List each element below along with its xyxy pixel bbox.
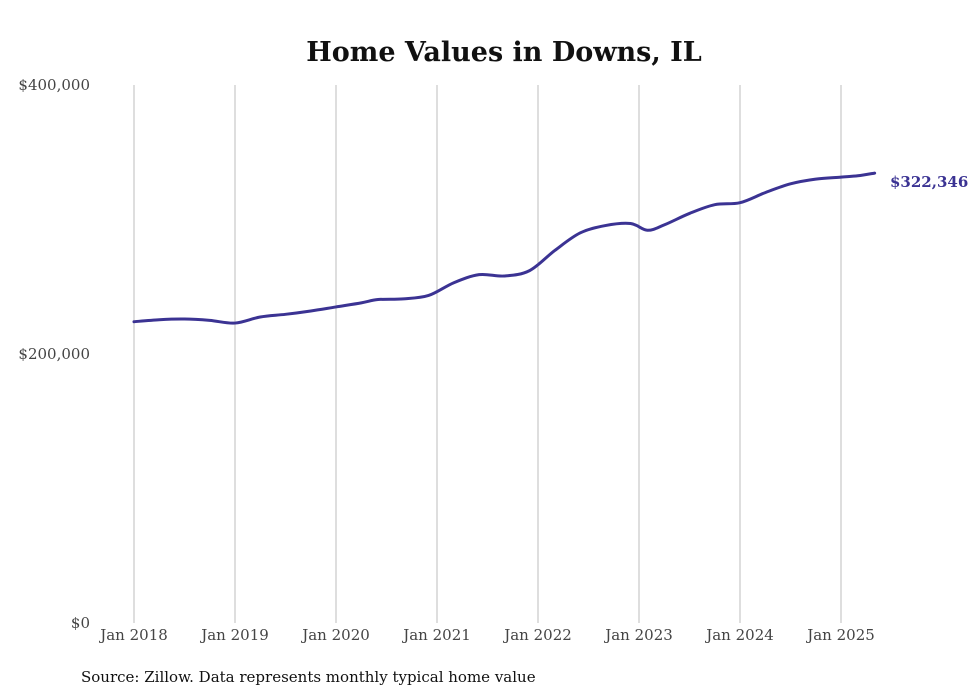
grid-lines <box>133 85 842 623</box>
source-note: Source: Zillow. Data represents monthly … <box>81 668 536 686</box>
end-value-label: $322,346 <box>890 173 968 191</box>
y-tick-label-1: $200,000 <box>18 345 90 363</box>
x-tick-label-5: Jan 2023 <box>603 626 673 644</box>
series-line-0 <box>132 171 877 325</box>
x-tick-label-6: Jan 2024 <box>704 626 774 644</box>
series-layer <box>132 171 877 325</box>
x-tick-label-2: Jan 2020 <box>300 626 370 644</box>
x-axis-ticks: Jan 2018 Jan 2019 Jan 2020 Jan 2021 Jan 2022… <box>98 626 875 644</box>
y-tick-label-0: $0 <box>71 614 90 632</box>
x-tick-label-3: Jan 2021 <box>401 626 471 644</box>
x-tick-label-0: Jan 2018 <box>98 626 168 644</box>
y-tick-label-2: $400,000 <box>18 76 90 94</box>
x-tick-label-1: Jan 2019 <box>199 626 269 644</box>
y-axis-ticks: $0 $200,000 $400,000 <box>18 76 90 632</box>
chart-title: Home Values in Downs, IL <box>306 37 702 68</box>
x-tick-label-4: Jan 2022 <box>502 626 572 644</box>
x-tick-label-7: Jan 2025 <box>805 626 875 644</box>
